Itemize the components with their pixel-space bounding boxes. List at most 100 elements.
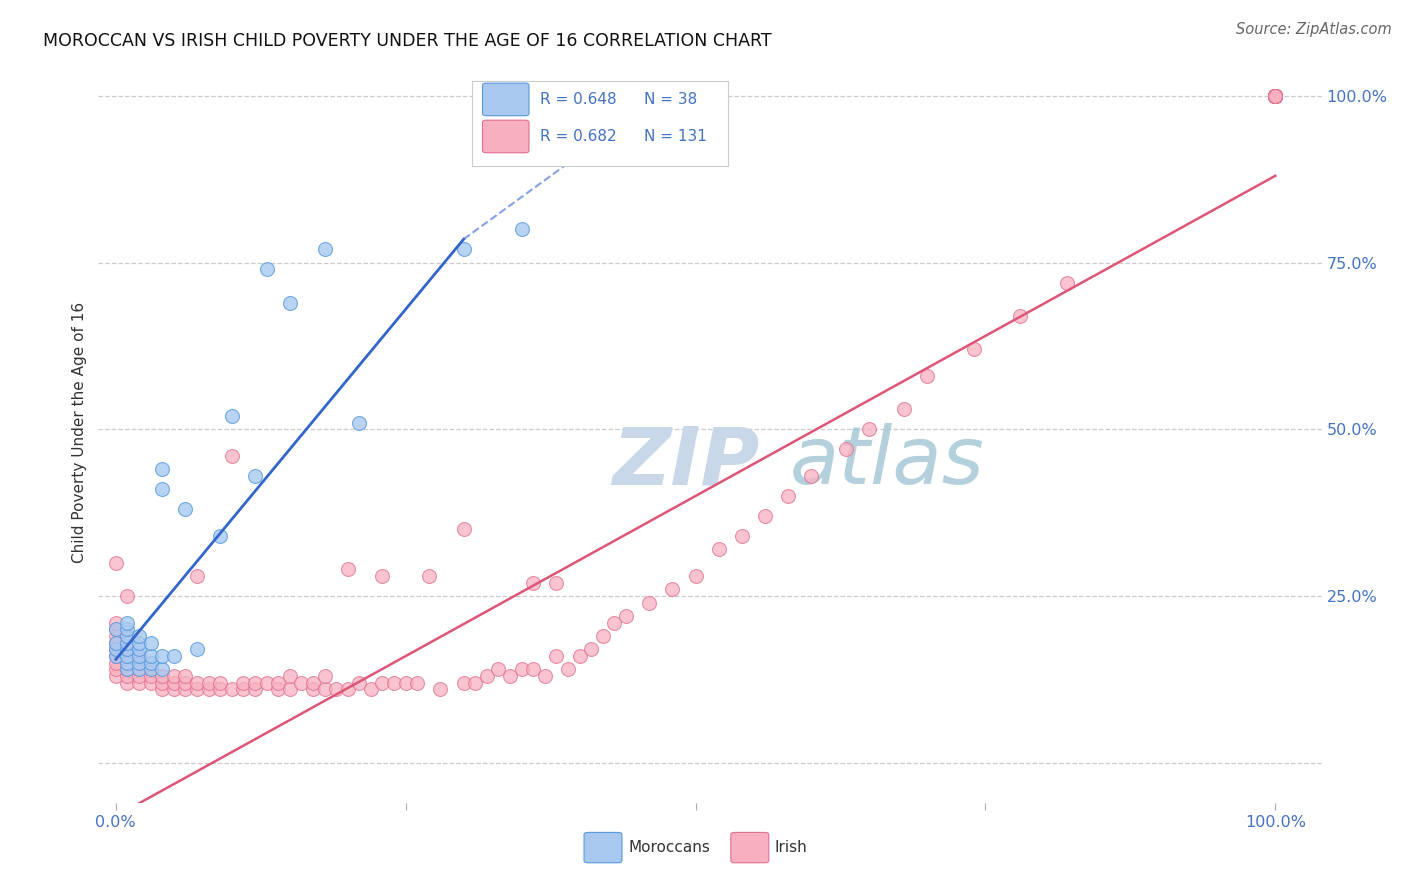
Point xyxy=(1264,88,1286,103)
Point xyxy=(150,662,173,676)
Point xyxy=(336,562,359,576)
Point xyxy=(1264,88,1286,103)
Point xyxy=(1264,88,1286,103)
Point xyxy=(314,669,336,683)
Point xyxy=(117,675,139,690)
Point xyxy=(221,449,243,463)
Point xyxy=(163,675,186,690)
FancyBboxPatch shape xyxy=(471,81,728,166)
Point xyxy=(349,675,371,690)
Point xyxy=(893,402,915,417)
Point xyxy=(163,669,186,683)
Point xyxy=(128,656,150,670)
Point xyxy=(278,295,301,310)
Point xyxy=(546,575,568,590)
Point xyxy=(371,675,394,690)
Point xyxy=(128,642,150,657)
Point xyxy=(104,648,127,663)
Point xyxy=(522,662,544,676)
Point xyxy=(603,615,626,630)
Point xyxy=(117,629,139,643)
Point xyxy=(754,508,776,523)
Point xyxy=(139,636,162,650)
Point xyxy=(382,675,405,690)
Point xyxy=(1264,88,1286,103)
Point xyxy=(117,669,139,683)
Point xyxy=(209,675,232,690)
Point xyxy=(128,669,150,683)
Point xyxy=(1264,88,1286,103)
Point xyxy=(128,648,150,663)
Point xyxy=(661,582,683,597)
Point xyxy=(139,669,162,683)
Point xyxy=(685,569,707,583)
Point xyxy=(453,675,475,690)
Point xyxy=(800,469,823,483)
Point xyxy=(453,242,475,256)
Point xyxy=(278,682,301,697)
Point xyxy=(117,662,139,676)
Point xyxy=(174,682,197,697)
Point xyxy=(278,669,301,683)
Point xyxy=(1264,88,1286,103)
Point xyxy=(117,636,139,650)
Point xyxy=(104,556,127,570)
Point xyxy=(267,675,290,690)
Point xyxy=(174,675,197,690)
Point xyxy=(256,675,278,690)
Point xyxy=(139,662,162,676)
Point xyxy=(302,675,325,690)
Point xyxy=(139,656,162,670)
Point xyxy=(638,596,661,610)
Point xyxy=(1010,309,1032,323)
Point xyxy=(1264,88,1286,103)
Point xyxy=(150,462,173,476)
Point xyxy=(128,662,150,676)
Point xyxy=(128,656,150,670)
Point xyxy=(197,675,219,690)
Point xyxy=(186,682,208,697)
Point xyxy=(302,682,325,697)
Point xyxy=(232,682,254,697)
Point xyxy=(1264,88,1286,103)
Point xyxy=(1264,88,1286,103)
Text: Source: ZipAtlas.com: Source: ZipAtlas.com xyxy=(1236,22,1392,37)
Point xyxy=(336,682,359,697)
Point xyxy=(128,629,150,643)
Point xyxy=(117,615,139,630)
Point xyxy=(163,648,186,663)
Point xyxy=(117,648,139,663)
Point xyxy=(464,675,486,690)
Point xyxy=(475,669,498,683)
Point xyxy=(243,469,266,483)
Point xyxy=(174,502,197,516)
Point xyxy=(221,409,243,423)
Point xyxy=(104,662,127,676)
Point xyxy=(117,642,139,657)
Text: atlas: atlas xyxy=(790,423,984,501)
Point xyxy=(1264,88,1286,103)
Text: R = 0.682: R = 0.682 xyxy=(540,129,617,144)
Point xyxy=(731,529,754,543)
Point xyxy=(104,615,127,630)
Point xyxy=(453,522,475,536)
Point xyxy=(232,675,254,690)
Point xyxy=(510,222,533,236)
Point xyxy=(1264,88,1286,103)
Point xyxy=(395,675,418,690)
Point xyxy=(917,368,939,383)
FancyBboxPatch shape xyxy=(482,83,529,116)
Point xyxy=(150,483,173,497)
Point xyxy=(104,623,127,637)
Point xyxy=(197,682,219,697)
Point xyxy=(1264,88,1286,103)
FancyBboxPatch shape xyxy=(731,832,769,863)
Point xyxy=(1056,276,1078,290)
Point xyxy=(209,682,232,697)
Text: ZIP: ZIP xyxy=(612,423,759,501)
Point xyxy=(314,242,336,256)
Point xyxy=(150,648,173,663)
Point xyxy=(568,648,591,663)
Point xyxy=(858,422,880,436)
Point xyxy=(360,682,382,697)
